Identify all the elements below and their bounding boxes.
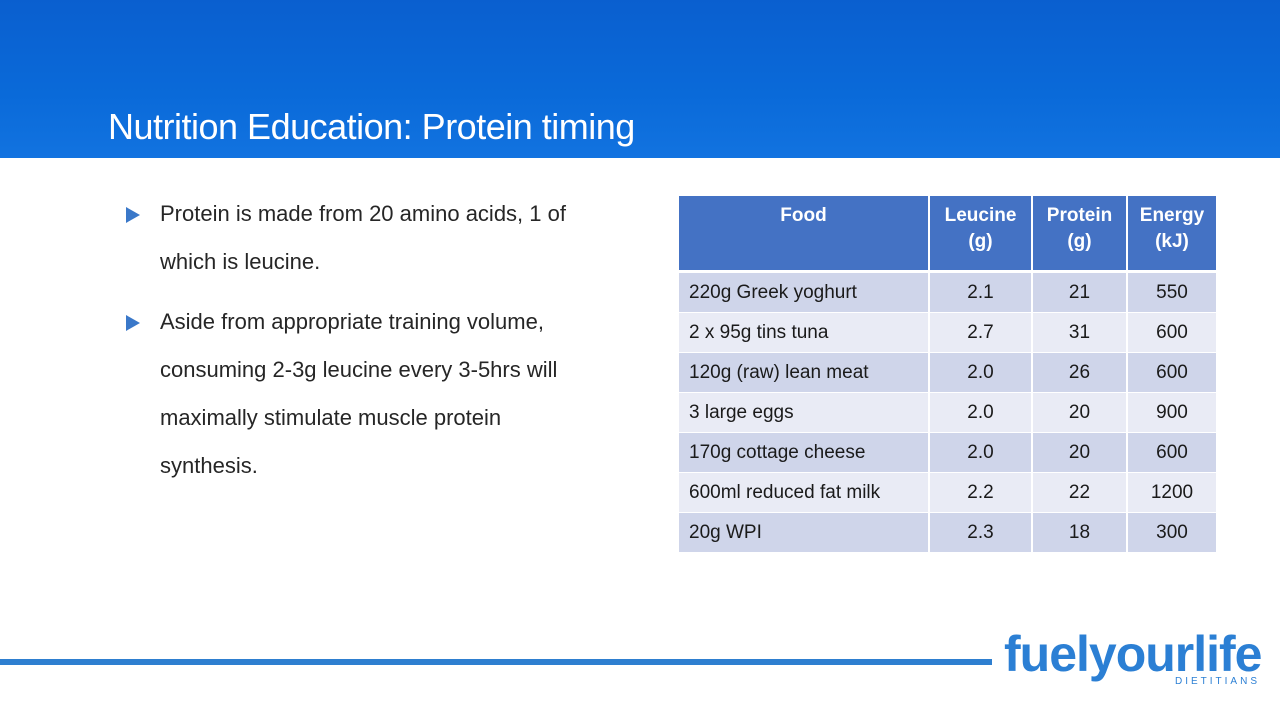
cell-protein: 20 [1032,392,1128,433]
bullet-text: Aside from appropriate training volume, … [160,309,558,478]
cell-protein: 21 [1032,271,1128,313]
bullet-item: Aside from appropriate training volume, … [124,298,604,490]
column-header-food: Food [679,196,930,273]
cell-leucine: 2.7 [929,312,1033,353]
table-row: 3 large eggs 2.0 20 900 [679,392,1218,433]
header-text: Leucine (g) [944,205,1017,252]
cell-food: 600ml reduced fat milk [679,472,930,513]
cell-food: 220g Greek yoghurt [679,271,930,313]
header-text: Protein (g) [1046,205,1113,252]
footer-divider [0,659,992,665]
cell-protein: 18 [1032,512,1128,553]
cell-leucine: 2.0 [929,432,1033,473]
cell-energy: 600 [1127,312,1218,353]
table-row: 600ml reduced fat milk 2.2 22 1200 [679,472,1218,513]
column-header-energy: Energy (kJ) [1127,196,1218,273]
cell-leucine: 2.3 [929,512,1033,553]
bullet-text: Protein is made from 20 amino acids, 1 o… [160,201,566,274]
triangle-bullet-icon [126,315,140,331]
cell-leucine: 2.0 [929,352,1033,393]
cell-leucine: 2.2 [929,472,1033,513]
brand-logo: fuelyourlife DIETITIANS [1004,626,1266,696]
bullet-item: Protein is made from 20 amino acids, 1 o… [124,190,604,286]
cell-energy: 900 [1127,392,1218,433]
logo-subtitle: DIETITIANS [1174,676,1260,687]
table-row: 2 x 95g tins tuna 2.7 31 600 [679,312,1218,353]
table-header-row: Food Leucine (g) Protein (g) Energy (kJ) [679,196,1218,273]
table-row: 170g cottage cheese 2.0 20 600 [679,432,1218,473]
cell-leucine: 2.0 [929,392,1033,433]
table-row: 20g WPI 2.3 18 300 [679,512,1218,553]
cell-energy: 600 [1127,432,1218,473]
column-header-leucine: Leucine (g) [929,196,1033,273]
cell-energy: 550 [1127,271,1218,313]
cell-food: 3 large eggs [679,392,930,433]
logo-wordmark: fuelyourlife [1004,626,1262,682]
cell-food: 120g (raw) lean meat [679,352,930,393]
table-row: 120g (raw) lean meat 2.0 26 600 [679,352,1218,393]
bullet-list: Protein is made from 20 amino acids, 1 o… [124,190,604,502]
slide-title: Nutrition Education: Protein timing [108,106,635,147]
header-banner [0,0,1280,158]
cell-protein: 26 [1032,352,1128,393]
cell-food: 2 x 95g tins tuna [679,312,930,353]
food-table: Food Leucine (g) Protein (g) Energy (kJ)… [679,196,1218,553]
cell-leucine: 2.1 [929,271,1033,313]
cell-protein: 31 [1032,312,1128,353]
cell-energy: 300 [1127,512,1218,553]
cell-energy: 1200 [1127,472,1218,513]
cell-food: 20g WPI [679,512,930,553]
header-text: Energy (kJ) [1139,205,1205,252]
table-row: 220g Greek yoghurt 2.1 21 550 [679,271,1218,313]
column-header-protein: Protein (g) [1032,196,1128,273]
cell-food: 170g cottage cheese [679,432,930,473]
cell-protein: 20 [1032,432,1128,473]
triangle-bullet-icon [126,207,140,223]
cell-protein: 22 [1032,472,1128,513]
cell-energy: 600 [1127,352,1218,393]
